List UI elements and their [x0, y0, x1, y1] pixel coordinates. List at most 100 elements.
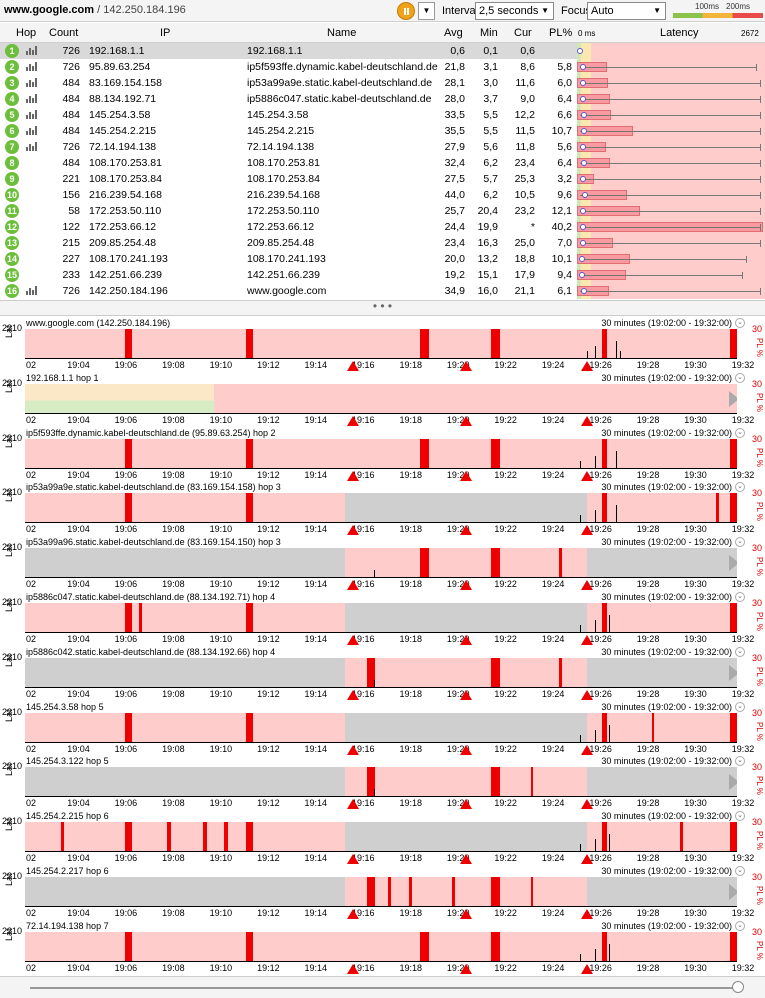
chevron-down-icon[interactable]: ⌄ — [735, 427, 745, 438]
graph-toggle-icon[interactable] — [26, 126, 38, 135]
chevron-down-icon[interactable]: ⌄ — [735, 372, 745, 383]
graph-plot-area[interactable] — [25, 712, 737, 743]
x-tick-label: 19:24 — [541, 688, 565, 699]
graph-plot-area[interactable] — [25, 438, 737, 469]
x-tick-label: 19:12 — [257, 798, 280, 809]
table-row[interactable]: 3 484 83.169.154.158 ip53a99a9e.static.kabe… — [0, 75, 765, 91]
time-slider-track[interactable] — [30, 987, 742, 989]
hop-timeline-graph[interactable]: 2210 Lat ip53a99a9e.static.kabel-deutschla… — [0, 482, 765, 536]
chevron-down-icon[interactable]: ⌄ — [735, 920, 745, 931]
col-hop[interactable]: Hop — [16, 27, 37, 39]
hop-timeline-graph[interactable]: 2210 Lat 145.254.3.122 hop 5 30 minutes (19… — [0, 756, 765, 810]
avg-cell: 27,5 — [444, 173, 465, 185]
col-count[interactable]: Count — [49, 27, 79, 39]
col-min[interactable]: Min — [480, 27, 498, 39]
chevron-down-icon[interactable]: ⌄ — [735, 592, 745, 602]
graph-plot-area[interactable] — [25, 383, 737, 414]
packet-loss-marker — [729, 493, 737, 524]
chevron-down-icon[interactable]: ⌄ — [735, 482, 745, 493]
hop-timeline-graph[interactable]: 2210 Lat ip5886c042.static.kabel-deutschla… — [0, 646, 765, 701]
x-tick-label: 19:12 — [257, 360, 280, 370]
graph-time-range[interactable]: 30 minutes (19:02:00 - 19:32:00) — [601, 920, 732, 931]
table-row[interactable]: 9 221 108.170.253.84 108.170.253.84 27,5 5,7 2… — [0, 171, 765, 187]
graph-time-range[interactable]: 30 minutes (19:02:00 - 19:32:00) — [601, 756, 732, 767]
graph-plot-area[interactable] — [25, 657, 737, 688]
col-cur[interactable]: Cur — [514, 27, 532, 39]
graph-time-range[interactable]: 30 minutes (19:02:00 - 19:32:00) — [601, 318, 732, 328]
table-row[interactable]: 1 726 192.168.1.1 192.168.1.1 0,6 0,1 0,6 — [0, 43, 765, 59]
col-latency[interactable]: Latency — [660, 27, 699, 39]
table-row[interactable]: 16 726 142.250.184.196 www.google.com 34,9 16… — [0, 283, 765, 299]
graph-time-range[interactable]: 30 minutes (19:02:00 - 19:32:00) — [601, 482, 732, 493]
graph-toggle-icon[interactable] — [26, 78, 38, 87]
table-row[interactable]: 13 215 209.85.254.48 209.85.254.48 23,4 16,3 2… — [0, 235, 765, 251]
col-avg[interactable]: Avg — [444, 27, 463, 39]
chevron-down-icon[interactable]: ⌄ — [735, 811, 745, 822]
chevron-down-icon[interactable]: ⌄ — [735, 756, 745, 767]
graph-time-range[interactable]: 30 minutes (19:02:00 - 19:32:00) — [601, 646, 732, 657]
graph-time-range[interactable]: 30 minutes (19:02:00 - 19:32:00) — [601, 537, 732, 548]
graph-time-range[interactable]: 30 minutes (19:02:00 - 19:32:00) — [601, 811, 732, 822]
chevron-down-icon[interactable]: ⌄ — [735, 701, 745, 712]
graph-time-range[interactable]: 30 minutes (19:02:00 - 19:32:00) — [601, 592, 732, 602]
table-row[interactable]: 7 726 72.14.194.138 72.14.194.138 27,9 5,6 11,… — [0, 139, 765, 155]
table-row[interactable]: 10 156 216.239.54.168 216.239.54.168 44,0 6,2… — [0, 187, 765, 203]
table-row[interactable]: 15 233 142.251.66.239 142.251.66.239 19,2 15,… — [0, 267, 765, 283]
x-tick-label: 19:06 — [114, 579, 138, 590]
hop-timeline-graph[interactable]: 2210 Lat 145.254.2.215 hop 6 30 minutes (19… — [0, 811, 765, 865]
table-row[interactable]: 14 227 108.170.241.193 108.170.241.193 20,0 1… — [0, 251, 765, 267]
pause-dropdown-button[interactable]: ▼ — [418, 2, 435, 20]
graph-toggle-icon[interactable] — [26, 286, 38, 295]
hop-timeline-graph[interactable]: 2210 Lat 72.14.194.138 hop 7 30 minutes (19… — [0, 920, 765, 975]
hop-timeline-graph[interactable]: 2210 Lat 145.254.3.58 hop 5 30 minutes (19:… — [0, 701, 765, 756]
graph-plot-area[interactable] — [25, 767, 737, 798]
graph-toggle-icon[interactable] — [26, 142, 38, 151]
graph-time-range[interactable]: 30 minutes (19:02:00 - 19:32:00) — [601, 701, 732, 712]
graph-time-range[interactable]: 30 minutes (19:02:00 - 19:32:00) — [601, 866, 732, 876]
hop-timeline-graph[interactable]: 2210 Lat www.google.com (142.250.184.196) 3… — [0, 318, 765, 372]
packet-loss-marker — [124, 931, 132, 962]
chevron-down-icon[interactable]: ⌄ — [735, 646, 745, 657]
x-tick-label: 19:04 — [67, 360, 90, 370]
chevron-down-icon[interactable]: ⌄ — [735, 537, 745, 548]
col-pl[interactable]: PL% — [549, 27, 573, 39]
col-ip[interactable]: IP — [160, 27, 171, 39]
table-row[interactable]: 8 484 108.170.253.81 108.170.253.81 32,4 6,2 2… — [0, 155, 765, 171]
graph-plot-area[interactable] — [25, 329, 737, 359]
hop-timeline-graph[interactable]: 2210 Lat 192.168.1.1 hop 1 30 minutes (19:0… — [0, 372, 765, 427]
graph-toggle-icon[interactable] — [26, 94, 38, 103]
graph-plot-area[interactable] — [25, 877, 737, 907]
hop-timeline-graph[interactable]: 2210 Lat ip53a99a96.static.kabel-deutschla… — [0, 537, 765, 591]
hop-timeline-graph[interactable]: 2210 Lat ip5886c047.static.kabel-deutschla… — [0, 592, 765, 646]
chevron-down-icon[interactable]: ⌄ — [735, 866, 745, 876]
table-row[interactable]: 6 484 145.254.2.215 145.254.2.215 35,5 5,5 11,… — [0, 123, 765, 139]
table-row[interactable]: 12 122 172.253.66.12 172.253.66.12 24,4 19,9 *… — [0, 219, 765, 235]
graph-plot-area[interactable] — [25, 931, 737, 962]
table-row[interactable]: 4 484 88.134.192.71 ip5886c047.static.kabel… — [0, 91, 765, 107]
pause-icon[interactable] — [397, 2, 415, 20]
hop-timeline-graph[interactable]: 2210 Lat 145.254.2.217 hop 6 30 minutes (19… — [0, 866, 765, 920]
focus-select[interactable]: Auto ▼ — [587, 2, 666, 20]
graph-time-range[interactable]: 30 minutes (19:02:00 - 19:32:00) — [601, 372, 732, 383]
graph-time-range[interactable]: 30 minutes (19:02:00 - 19:32:00) — [601, 427, 732, 438]
time-slider-thumb[interactable] — [732, 981, 744, 993]
pl-cell: 9,4 — [557, 269, 572, 281]
interval-select[interactable]: 2,5 seconds ▼ — [475, 2, 554, 20]
graph-plot-area[interactable] — [25, 603, 737, 633]
table-row[interactable]: 5 484 145.254.3.58 145.254.3.58 33,5 5,5 12,2 6… — [0, 107, 765, 123]
ip-cell: 209.85.254.48 — [89, 237, 157, 249]
table-row[interactable]: 11 58 172.253.50.110 172.253.50.110 25,7 20,4… — [0, 203, 765, 219]
table-row[interactable]: 2 726 95.89.63.254 ip5f593ffe.dynamic.kabel… — [0, 59, 765, 75]
graph-plot-area[interactable] — [25, 822, 737, 853]
col-name[interactable]: Name — [327, 27, 357, 39]
hop-timeline-graph[interactable]: 2210 Lat ip5f593ffe.dynamic.kabel-deutschl… — [0, 427, 765, 482]
chevron-down-icon[interactable]: ⌄ — [735, 318, 745, 328]
graph-toggle-icon[interactable] — [26, 46, 38, 55]
graph-plot-area[interactable] — [25, 493, 737, 524]
graph-plot-area[interactable] — [25, 548, 737, 579]
splitter-handle[interactable]: • • • — [0, 300, 765, 316]
graph-toggle-icon[interactable] — [26, 110, 38, 119]
graph-toggle-icon[interactable] — [26, 62, 38, 71]
alert-marker-icon — [460, 415, 473, 426]
no-data-segment — [25, 767, 346, 798]
